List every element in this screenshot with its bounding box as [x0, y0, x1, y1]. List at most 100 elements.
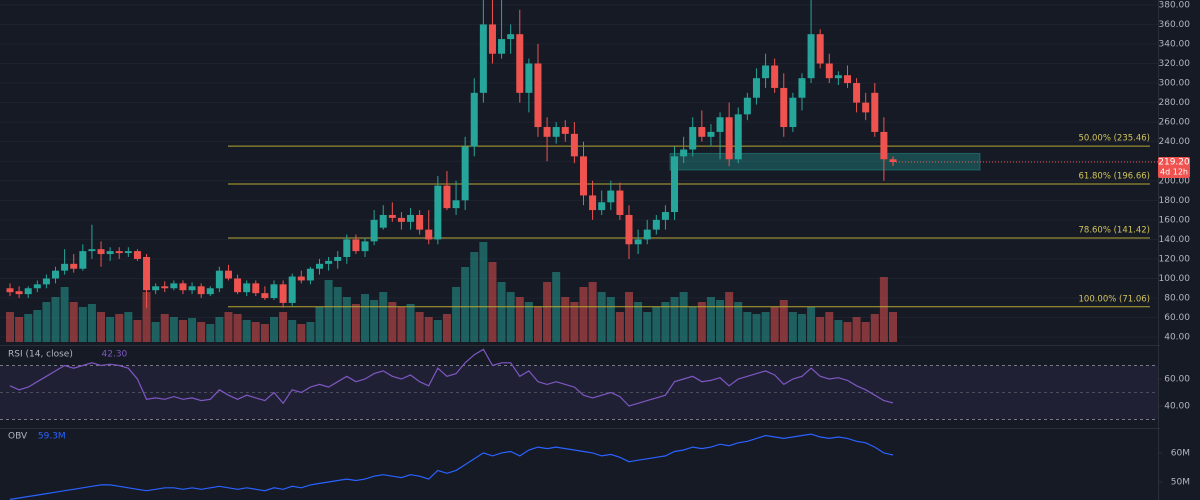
- volume-bar: [488, 262, 497, 342]
- volume-bar: [42, 302, 51, 342]
- candle-body: [853, 83, 861, 103]
- candle-body: [407, 214, 415, 222]
- volume-bar: [24, 314, 33, 342]
- volume-bar: [879, 277, 888, 342]
- candle-body: [70, 263, 78, 269]
- volume-bar: [78, 307, 87, 342]
- volume-bar: [779, 300, 788, 342]
- volume-bar: [588, 282, 597, 342]
- y-tick-label: 120.00: [1159, 254, 1191, 264]
- candle-body: [61, 263, 69, 271]
- volume-bar: [33, 310, 42, 342]
- candle-body: [306, 268, 314, 281]
- y-tick-label: 60.00: [1164, 375, 1190, 385]
- volume-bar: [870, 314, 879, 342]
- candle-body: [88, 249, 96, 252]
- volume-bar: [533, 307, 542, 342]
- candle-body: [33, 284, 41, 289]
- volume-bar: [361, 294, 370, 342]
- candle-body: [206, 288, 214, 295]
- volume-bar: [279, 312, 288, 342]
- candle-body: [816, 34, 824, 64]
- candle-body: [42, 278, 50, 285]
- candle-body: [52, 270, 60, 279]
- volume-bar: [15, 317, 24, 342]
- candle-body: [24, 288, 32, 295]
- candle-body: [470, 92, 478, 147]
- candle-body: [543, 127, 551, 137]
- y-tick-label: 50M: [1171, 477, 1190, 487]
- volume-bar: [788, 312, 797, 342]
- candle-body: [698, 127, 706, 137]
- fib-label: 78.60% (141.42): [1079, 226, 1151, 236]
- y-tick-label: 160.00: [1159, 215, 1191, 225]
- volume-bar: [606, 297, 615, 342]
- volume-bar: [652, 307, 661, 342]
- y-tick-label: 140.00: [1159, 235, 1191, 245]
- candle-body: [197, 286, 205, 295]
- candle-body: [461, 146, 469, 201]
- pane-current-value: 59.3M: [38, 432, 66, 442]
- y-tick-label: 380.00: [1159, 0, 1191, 10]
- volume-bar: [178, 320, 187, 342]
- candle-body: [288, 276, 296, 303]
- candle-body: [579, 156, 587, 196]
- candle-body: [752, 78, 760, 98]
- candle-body: [425, 229, 433, 240]
- volume-bar: [242, 320, 251, 342]
- volume-bar: [233, 314, 242, 342]
- y-tick-label: 100.00: [1159, 274, 1191, 284]
- volume-bar: [470, 252, 479, 342]
- candle-body: [124, 251, 132, 254]
- volume-bar: [106, 317, 115, 342]
- volume-bar: [816, 317, 825, 342]
- volume-bar: [224, 312, 233, 342]
- candle-body: [625, 214, 633, 245]
- volume-bar: [797, 314, 806, 342]
- candle-body: [152, 286, 160, 291]
- candle-body: [707, 131, 715, 137]
- volume-bar: [570, 302, 579, 342]
- volume-bar: [634, 302, 643, 342]
- candle-body: [397, 217, 405, 222]
- volume-bar: [351, 304, 360, 342]
- candle-body: [388, 214, 396, 218]
- candle-body: [516, 34, 524, 93]
- volume-bar: [115, 314, 124, 342]
- volume-bar: [124, 312, 133, 342]
- volume-bar: [151, 322, 160, 342]
- candle-body: [643, 229, 651, 240]
- pane-title: OBV: [8, 432, 28, 442]
- price-tag: [1158, 157, 1190, 179]
- candle-body: [234, 278, 242, 293]
- candle-body: [488, 24, 496, 54]
- volume-bar: [315, 307, 324, 342]
- candle-body: [188, 286, 196, 291]
- candle-body: [79, 251, 87, 269]
- candle-body: [434, 185, 442, 240]
- candle-body: [498, 39, 506, 54]
- candle-body: [334, 256, 342, 261]
- y-tick-label: 80.00: [1164, 294, 1190, 304]
- indicator-line: [9, 433, 894, 500]
- volume-bar: [615, 312, 624, 342]
- volume-bar: [87, 304, 96, 342]
- volume-bar: [370, 300, 379, 342]
- candle-body: [880, 131, 888, 160]
- y-tick-label: 40.00: [1164, 333, 1190, 343]
- volume-bar: [69, 302, 78, 342]
- candle-body: [871, 92, 879, 132]
- candle-body: [143, 256, 151, 291]
- candle-body: [598, 202, 606, 211]
- volume-bar: [734, 302, 743, 342]
- volume-bar: [843, 322, 852, 342]
- y-tick-label: 300.00: [1159, 79, 1191, 89]
- y-tick-label: 360.00: [1159, 20, 1191, 30]
- candle-body: [862, 102, 870, 113]
- volume-bar: [97, 312, 106, 342]
- volume-bar: [716, 300, 725, 342]
- candle-body: [243, 283, 251, 293]
- volume-bar: [6, 312, 14, 342]
- candle-body: [106, 251, 114, 255]
- candle-body: [716, 117, 724, 132]
